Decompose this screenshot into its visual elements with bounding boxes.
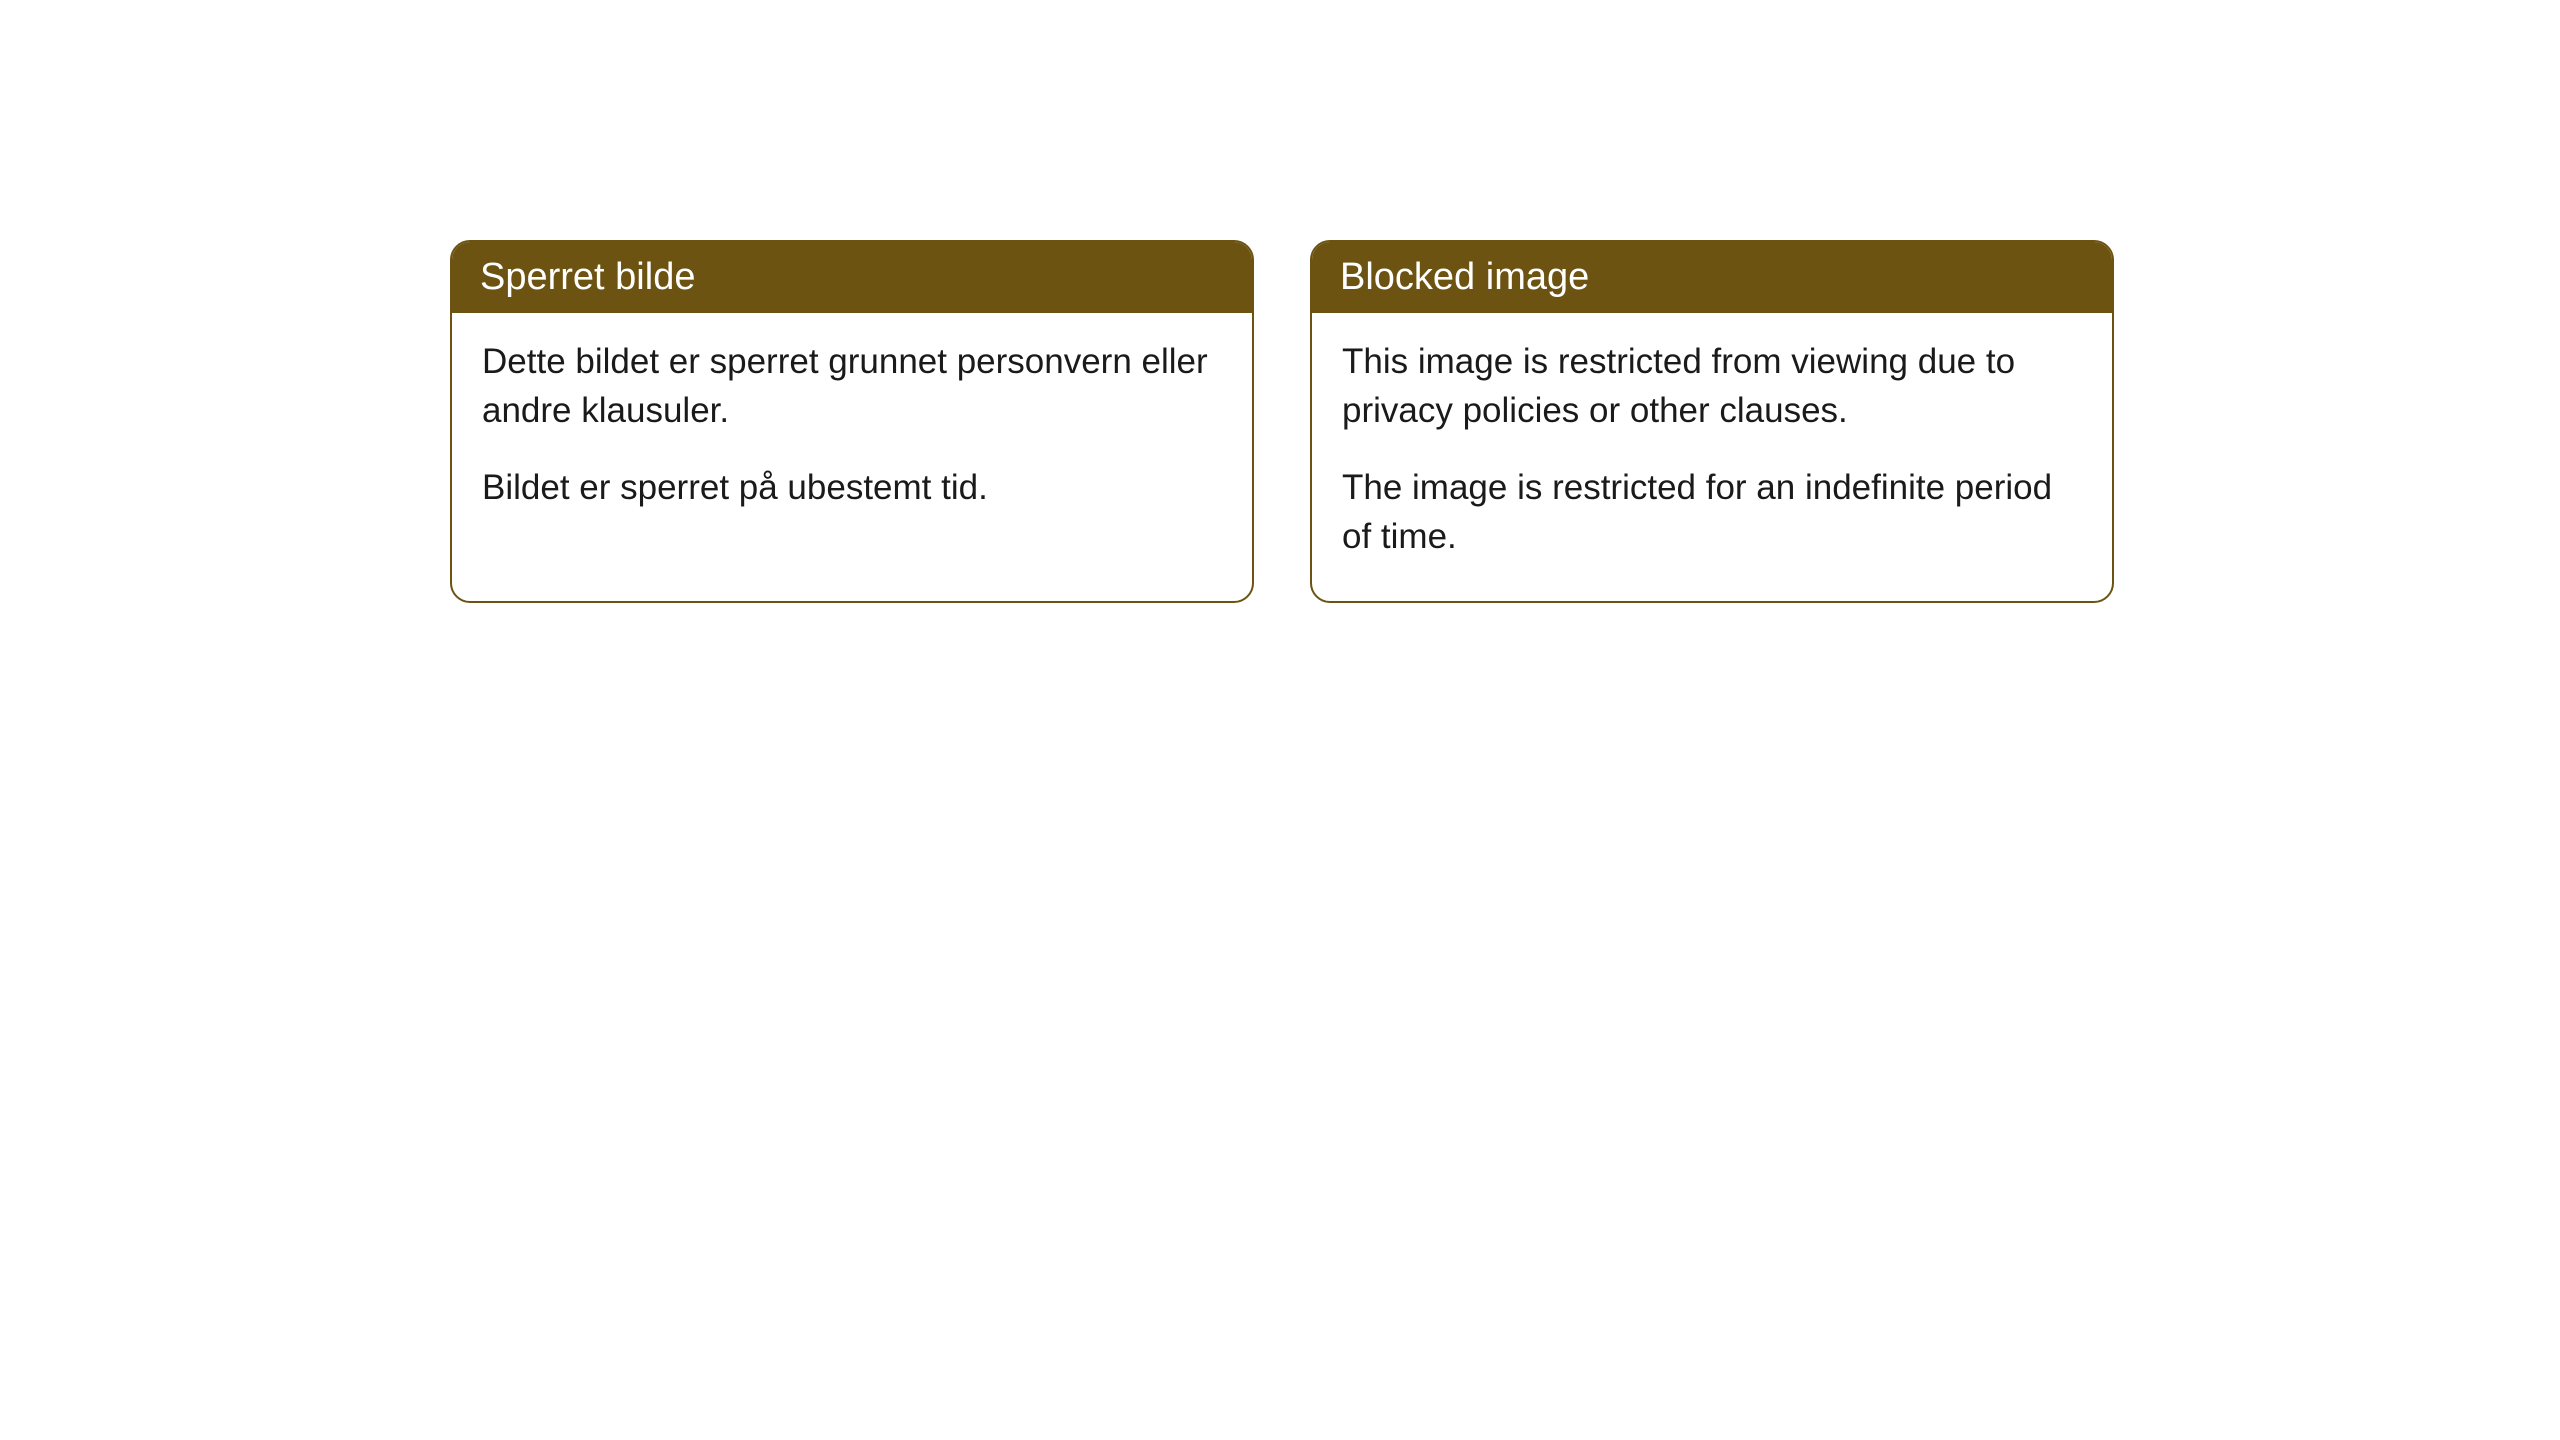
- card-header-norwegian: Sperret bilde: [452, 242, 1252, 313]
- card-paragraph: This image is restricted from viewing du…: [1342, 337, 2082, 435]
- card-title: Blocked image: [1340, 256, 1589, 298]
- card-paragraph: The image is restricted for an indefinit…: [1342, 463, 2082, 561]
- card-english: Blocked image This image is restricted f…: [1310, 240, 2114, 603]
- card-body-norwegian: Dette bildet er sperret grunnet personve…: [452, 313, 1252, 552]
- card-body-english: This image is restricted from viewing du…: [1312, 313, 2112, 601]
- card-paragraph: Dette bildet er sperret grunnet personve…: [482, 337, 1222, 435]
- card-title: Sperret bilde: [480, 256, 695, 298]
- card-header-english: Blocked image: [1312, 242, 2112, 313]
- cards-container: Sperret bilde Dette bildet er sperret gr…: [450, 240, 2114, 603]
- card-norwegian: Sperret bilde Dette bildet er sperret gr…: [450, 240, 1254, 603]
- card-paragraph: Bildet er sperret på ubestemt tid.: [482, 463, 1222, 512]
